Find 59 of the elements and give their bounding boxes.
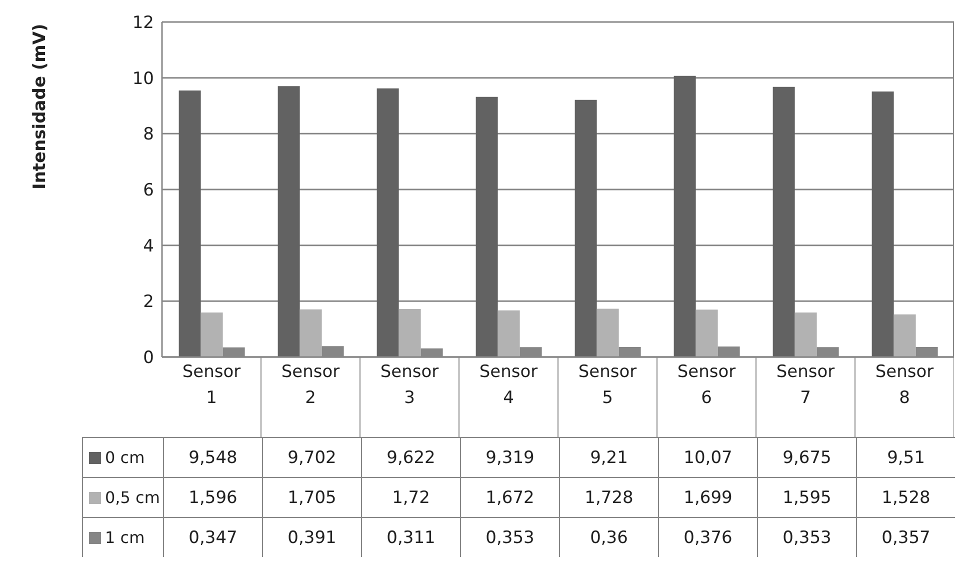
bar (398, 308, 421, 357)
data-label: 9,548 (163, 438, 262, 477)
data-label: 9,51 (856, 438, 955, 477)
bar (872, 92, 894, 357)
y-axis-title: Intensidade (mV) (30, 24, 50, 190)
y-tick-label: 8 (143, 124, 154, 145)
data-label: 9,675 (757, 438, 856, 477)
data-label: 0,36 (559, 518, 658, 557)
x-tick-label: Sensor 7 (776, 362, 835, 408)
data-label: 1,705 (262, 478, 361, 517)
y-tick-label: 0 (143, 348, 154, 368)
data-label: 1,672 (460, 478, 559, 517)
bar (794, 312, 817, 357)
y-tick-label: 12 (132, 13, 154, 34)
bar (894, 314, 916, 357)
data-label: 0,357 (856, 518, 955, 557)
bar (178, 90, 201, 357)
x-tick-label: Sensor 6 (677, 362, 736, 408)
data-label: 1,528 (856, 478, 955, 517)
data-label: 9,622 (361, 438, 460, 477)
y-tick-label: 4 (143, 236, 154, 256)
bar (278, 86, 300, 357)
data-label: 9,21 (559, 438, 658, 477)
y-tick-label: 10 (132, 68, 154, 89)
data-label: 0,347 (163, 518, 262, 557)
data-label: 1,72 (361, 478, 460, 517)
data-label: 1,699 (658, 478, 757, 517)
data-label: 0,311 (361, 518, 460, 557)
x-tick-label: Sensor 1 (182, 362, 241, 408)
data-label: 1,728 (559, 478, 658, 517)
data-label: 9,702 (262, 438, 361, 477)
x-tick-label: Sensor 2 (281, 362, 340, 408)
data-label: 10,07 (658, 438, 757, 477)
data-label: 0,391 (262, 518, 361, 557)
x-tick-label: Sensor 3 (380, 362, 439, 408)
x-tick-label: Sensor 8 (875, 362, 934, 408)
bar (696, 310, 718, 357)
y-tick-label: 6 (143, 180, 154, 201)
x-tick-label: Sensor 5 (578, 362, 637, 408)
data-label: 1,596 (163, 478, 262, 517)
bar (200, 312, 223, 357)
bar (376, 88, 399, 357)
bar (300, 309, 322, 357)
y-tick-label: 2 (143, 292, 154, 312)
x-tick-label: Sensor 4 (479, 362, 538, 408)
data-label: 1,595 (757, 478, 856, 517)
legend-label: 0 cm (105, 448, 145, 467)
data-label: 9,319 (460, 438, 559, 477)
data-label: 0,376 (658, 518, 757, 557)
legend-label: 1 cm (105, 528, 145, 547)
bar (498, 310, 520, 357)
bar (772, 86, 795, 357)
data-label: 0,353 (460, 518, 559, 557)
bar (574, 100, 597, 357)
data-label: 0,353 (757, 518, 856, 557)
legend-label: 0,5 cm (105, 488, 160, 507)
bar (596, 308, 619, 357)
bar (476, 96, 498, 357)
bar (674, 76, 696, 357)
